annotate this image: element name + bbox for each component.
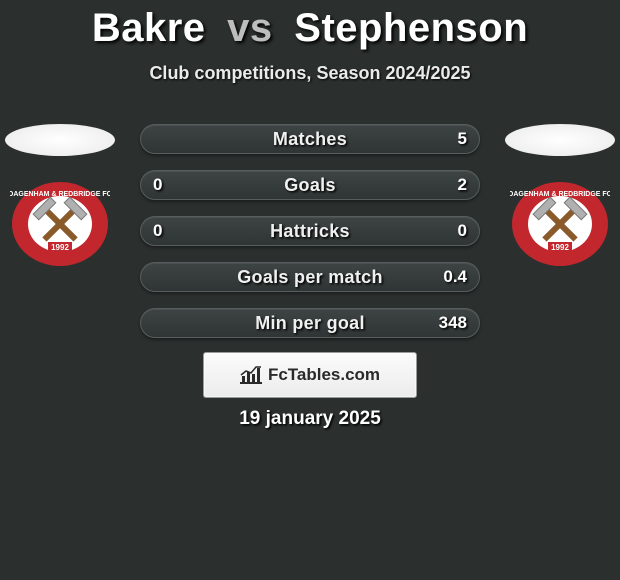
stat-value-left: 0: [153, 221, 162, 241]
stat-value-right: 2: [458, 175, 467, 195]
bar-chart-icon: [240, 366, 262, 384]
stat-row-goals: 0 Goals 2: [140, 170, 480, 200]
stat-row-hattricks: 0 Hattricks 0: [140, 216, 480, 246]
stat-label: Goals per match: [237, 267, 383, 288]
fctables-attribution[interactable]: FcTables.com: [203, 352, 417, 398]
page-title: Bakre vs Stephenson: [0, 0, 620, 51]
player2-avatar-placeholder: [505, 124, 615, 156]
title-player1: Bakre: [92, 6, 206, 50]
svg-text:DAGENHAM & REDBRIDGE FC: DAGENHAM & REDBRIDGE FC: [510, 191, 610, 198]
stat-value-right: 0: [458, 221, 467, 241]
stat-row-goals-per-match: Goals per match 0.4: [140, 262, 480, 292]
player1-avatar-placeholder: [5, 124, 115, 156]
stat-label: Hattricks: [270, 221, 350, 242]
stat-row-matches: Matches 5: [140, 124, 480, 154]
player2-column: DAGENHAM & REDBRIDGE FC 1992: [500, 120, 620, 268]
player1-club-badge: DAGENHAM & REDBRIDGE FC 1992: [10, 180, 110, 268]
svg-text:1992: 1992: [551, 243, 569, 252]
stat-value-right: 348: [439, 313, 467, 333]
fctables-brand-text: FcTables.com: [268, 365, 380, 385]
stat-value-left: 0: [153, 175, 162, 195]
club-badge-icon: DAGENHAM & REDBRIDGE FC 1992: [10, 180, 110, 268]
club-badge-icon: DAGENHAM & REDBRIDGE FC 1992: [510, 180, 610, 268]
subtitle: Club competitions, Season 2024/2025: [0, 63, 620, 84]
stat-value-right: 0.4: [443, 267, 467, 287]
title-vs: vs: [227, 6, 273, 50]
stats-table: Matches 5 0 Goals 2 0 Hattricks 0 Goals …: [140, 124, 480, 354]
stat-value-right: 5: [458, 129, 467, 149]
player1-column: DAGENHAM & REDBRIDGE FC 1992: [0, 120, 120, 268]
stat-row-min-per-goal: Min per goal 348: [140, 308, 480, 338]
comparison-card: Bakre vs Stephenson Club competitions, S…: [0, 0, 620, 580]
player2-club-badge: DAGENHAM & REDBRIDGE FC 1992: [510, 180, 610, 268]
stat-label: Matches: [273, 129, 347, 150]
stat-label: Min per goal: [255, 313, 365, 334]
svg-text:DAGENHAM & REDBRIDGE FC: DAGENHAM & REDBRIDGE FC: [10, 191, 110, 198]
stat-label: Goals: [284, 175, 336, 196]
title-player2: Stephenson: [294, 6, 528, 50]
svg-text:1992: 1992: [51, 243, 69, 252]
date-text: 19 january 2025: [0, 408, 620, 430]
